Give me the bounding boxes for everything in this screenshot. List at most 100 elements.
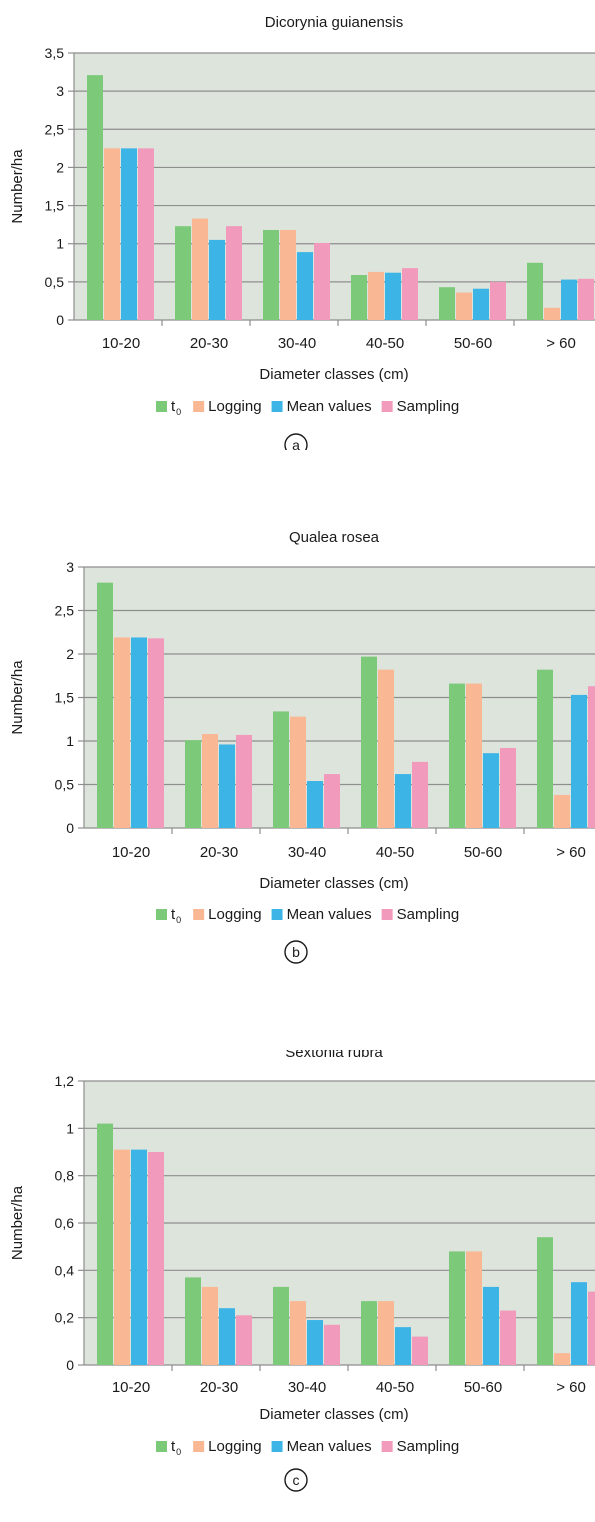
bar-sampling-5060 bbox=[500, 747, 516, 828]
x-tick-label: 30-40 bbox=[278, 335, 316, 352]
bar-logging-3040 bbox=[290, 716, 306, 828]
legend-swatch-mean-values bbox=[271, 909, 283, 920]
bar-sampling-4050 bbox=[402, 268, 418, 320]
x-tick-label: 50-60 bbox=[464, 1379, 502, 1396]
bar-mean-values-60 bbox=[571, 694, 587, 828]
legend-swatch-sampling bbox=[381, 909, 393, 920]
legend-subscript-t0: 0 bbox=[176, 1447, 181, 1457]
bar-mean-values-5060 bbox=[483, 753, 499, 828]
bar-t0-1020 bbox=[97, 582, 113, 828]
bar-sampling-60 bbox=[578, 278, 594, 320]
bar-logging-4050 bbox=[378, 669, 394, 828]
plot-area bbox=[74, 53, 595, 320]
y-tick-label: 0,4 bbox=[55, 1262, 75, 1278]
legend-swatch-sampling bbox=[381, 1441, 393, 1452]
y-tick-label: 0,2 bbox=[55, 1310, 75, 1326]
bar-logging-60 bbox=[554, 1353, 570, 1365]
bar-t0-4050 bbox=[351, 274, 367, 320]
legend-swatch-sampling bbox=[381, 401, 393, 412]
x-tick-label: 40-50 bbox=[376, 844, 414, 861]
y-tick-label: 1,5 bbox=[55, 690, 75, 706]
legend-label-sampling: Sampling bbox=[397, 906, 460, 923]
chart-qualea-rosea: Qualea rosea 0 0,5 1 1,5 2 2,5 3 Number/ha 10-20 2… bbox=[9, 529, 595, 964]
bar-logging-3040 bbox=[280, 229, 296, 320]
x-tick-label: 30-40 bbox=[288, 1379, 326, 1396]
x-tick-label: > 60 bbox=[556, 844, 586, 861]
bar-mean-values-2030 bbox=[219, 744, 235, 828]
chart-sextonia-rubra: Sextonia rubra 0 0,2 0,4 0,6 0,8 1 1,2 Number/ha… bbox=[9, 1050, 595, 1492]
bar-t0-1020 bbox=[87, 75, 103, 320]
panel-label-circle bbox=[284, 433, 308, 450]
chart-title: Qualea rosea bbox=[289, 529, 380, 546]
y-tick-label: 0 bbox=[66, 1357, 74, 1373]
chart-title: Sextonia rubra bbox=[285, 1050, 383, 1061]
bar-mean-values-60 bbox=[561, 279, 577, 320]
y-tick-label: 1 bbox=[56, 236, 64, 252]
x-tick-label: 30-40 bbox=[288, 844, 326, 861]
legend: t 0 Logging Mean values Sampling bbox=[156, 906, 459, 925]
legend-label-mean-values: Mean values bbox=[287, 1438, 372, 1455]
y-tick-label: 1,2 bbox=[55, 1073, 75, 1089]
y-axis-label: Number/ha bbox=[9, 660, 26, 735]
panel-label-circle bbox=[284, 940, 308, 964]
bar-sampling-3040 bbox=[314, 242, 330, 320]
y-tick-label: 0,8 bbox=[55, 1168, 75, 1184]
bar-sampling-2030 bbox=[236, 1315, 252, 1365]
bar-mean-values-3040 bbox=[297, 252, 313, 320]
bar-mean-values-5060 bbox=[473, 288, 489, 320]
bar-mean-values-1020 bbox=[121, 148, 137, 320]
panel-label: b bbox=[292, 944, 300, 960]
bar-mean-values-3040 bbox=[307, 1320, 323, 1365]
x-tick-label: 40-50 bbox=[366, 335, 404, 352]
bar-logging-2030 bbox=[202, 1286, 218, 1365]
legend-label-t0: t bbox=[171, 1438, 176, 1455]
legend-label-logging: Logging bbox=[208, 398, 261, 415]
bar-mean-values-2030 bbox=[219, 1308, 235, 1365]
bar-t0-3040 bbox=[273, 711, 289, 828]
legend-label-mean-values: Mean values bbox=[287, 906, 372, 923]
bar-sampling-5060 bbox=[500, 1310, 516, 1365]
legend-swatch-logging bbox=[193, 909, 205, 920]
x-tick-label: 10-20 bbox=[102, 335, 140, 352]
legend-swatch-mean-values bbox=[271, 401, 283, 412]
bar-logging-5060 bbox=[466, 1251, 482, 1365]
x-tick-label: 50-60 bbox=[454, 335, 492, 352]
y-tick-label: 0 bbox=[56, 312, 64, 328]
y-tick-label: 2 bbox=[56, 159, 64, 175]
bar-mean-values-60 bbox=[571, 1282, 587, 1365]
bar-logging-5060 bbox=[456, 292, 472, 320]
bar-logging-5060 bbox=[466, 683, 482, 828]
legend-swatch-t0 bbox=[156, 1441, 167, 1452]
bar-t0-1020 bbox=[97, 1123, 113, 1365]
bar-mean-values-1020 bbox=[131, 1149, 147, 1365]
x-tick-label: 10-20 bbox=[112, 1379, 150, 1396]
bar-t0-60 bbox=[527, 262, 543, 320]
legend-label-t0: t bbox=[171, 398, 176, 415]
y-tick-label: 0,5 bbox=[55, 777, 75, 793]
legend-label-t0: t bbox=[171, 906, 176, 923]
bar-logging-2030 bbox=[202, 734, 218, 828]
x-axis-label: Diameter classes (cm) bbox=[259, 1406, 408, 1423]
y-tick-label: 1,5 bbox=[45, 198, 65, 214]
y-tick-label: 0,6 bbox=[55, 1215, 75, 1231]
x-tick-label: 20-30 bbox=[200, 1379, 238, 1396]
bar-sampling-1020 bbox=[138, 148, 154, 320]
legend-label-mean-values: Mean values bbox=[287, 398, 372, 415]
y-tick-label: 3,5 bbox=[45, 45, 65, 61]
bar-t0-60 bbox=[537, 1237, 553, 1365]
bar-t0-5060 bbox=[439, 287, 455, 320]
y-tick-label: 2,5 bbox=[55, 603, 75, 619]
bar-logging-3040 bbox=[290, 1301, 306, 1365]
bar-mean-values-4050 bbox=[395, 1327, 411, 1365]
legend-swatch-logging bbox=[193, 401, 205, 412]
bar-mean-values-4050 bbox=[395, 774, 411, 828]
bar-mean-values-4050 bbox=[385, 272, 401, 320]
x-tick-label: > 60 bbox=[546, 335, 576, 352]
bar-t0-4050 bbox=[361, 656, 377, 828]
bar-t0-2030 bbox=[175, 226, 191, 320]
bar-sampling-60 bbox=[588, 1291, 595, 1365]
legend-subscript-t0: 0 bbox=[176, 915, 181, 925]
bar-t0-5060 bbox=[449, 683, 465, 828]
y-tick-label: 0,5 bbox=[45, 274, 65, 290]
y-tick-label: 3 bbox=[56, 83, 64, 99]
